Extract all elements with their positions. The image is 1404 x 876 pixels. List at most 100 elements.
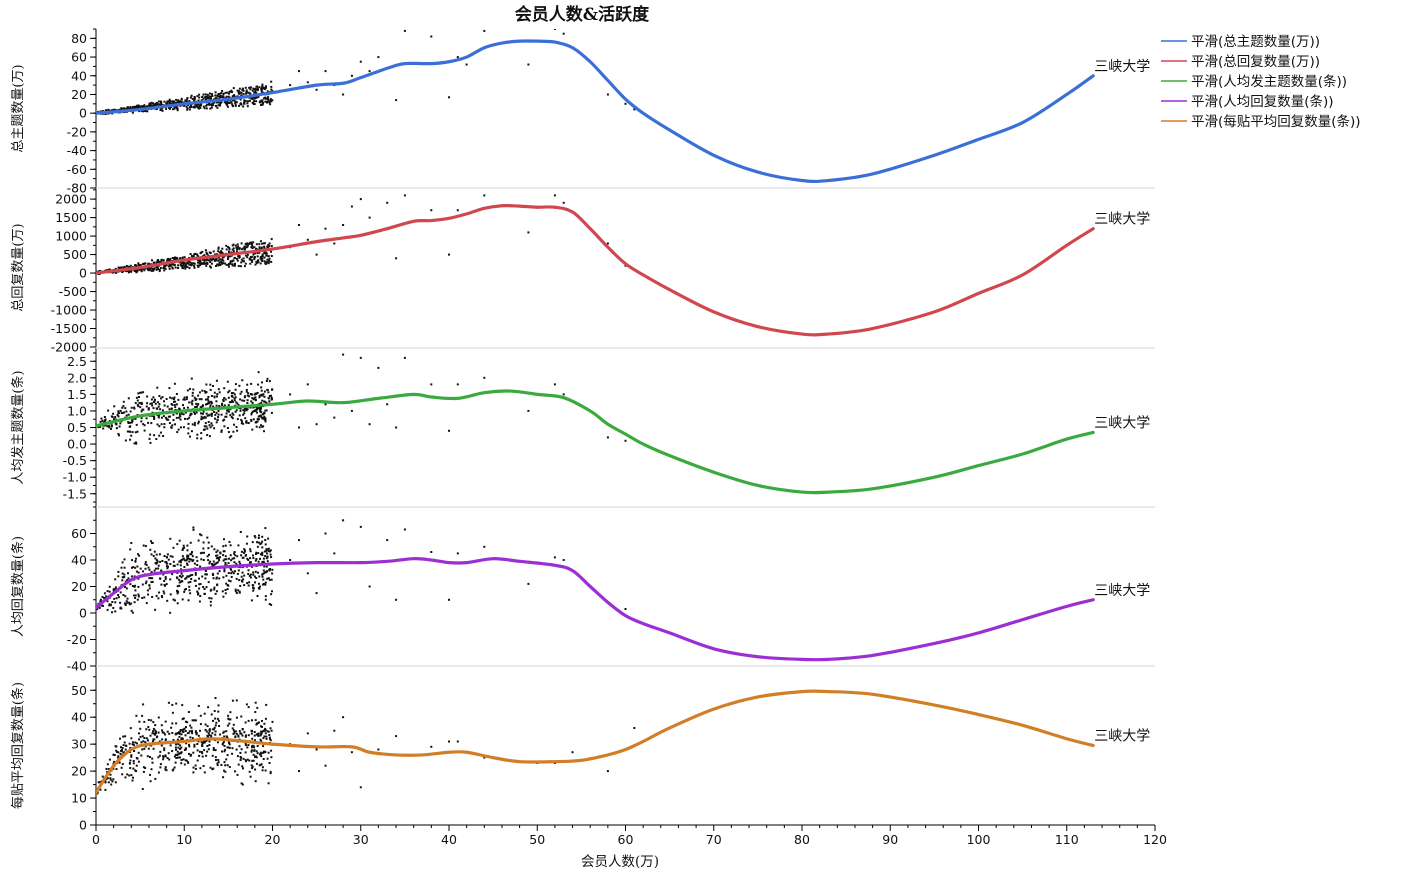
scatter-point [235,577,238,580]
scatter-point [106,590,109,593]
scatter-point [222,92,225,95]
scatter-point [168,106,171,109]
scatter-point [193,745,196,748]
scatter-point [163,749,166,752]
scatter-point [161,596,164,599]
scatter-point [263,390,266,393]
scatter-point [202,586,205,588]
scatter-point [134,597,137,599]
x-tick-label: 110 [1055,832,1079,847]
scatter-point [212,564,215,567]
scatter-point [193,743,196,746]
scatter-point [129,747,132,749]
scatter-point [165,561,168,563]
scatter-point [201,575,204,578]
scatter-point [231,99,234,102]
scatter-point [185,759,188,762]
scatter-point [197,99,200,102]
scatter-point [234,730,237,733]
legend-item-5[interactable]: 平滑(每贴平均回复数量(条)) [1161,113,1361,130]
scatter-point [174,761,177,764]
scatter-point [267,782,270,785]
scatter-point [306,383,309,386]
scatter-point [222,262,225,265]
scatter-point [151,402,153,405]
scatter-point [164,267,167,270]
scatter-point [183,763,186,766]
scatter-point [124,586,126,588]
legend-item-2[interactable]: 平滑(总回复数量(万)) [1161,53,1320,70]
scatter-point [179,418,182,421]
scatter-point [199,767,202,770]
scatter-point [214,413,217,416]
scatter-point [269,103,272,106]
scatter-point [324,532,327,535]
scatter-point [129,438,131,441]
scatter-point [315,253,318,256]
scatter-point [191,732,194,735]
scatter-point [110,783,113,786]
scatter-point [190,726,193,729]
scatter-point [181,261,183,264]
scatter-point [198,391,201,394]
scatter-point [191,737,194,740]
scatter-point [265,557,268,560]
scatter-point [227,246,230,248]
scatter-point [203,425,206,428]
legend[interactable]: 平滑(总主题数量(万)) 平滑(总回复数量(万)) 平滑(人均发主题数量(条)) 平滑… [1161,34,1361,130]
scatter-point [231,263,234,266]
scatter-point [260,416,263,419]
scatter-point [181,256,184,259]
legend-item-4[interactable]: 平滑(人均回复数量(条)) [1161,93,1334,110]
scatter-point [247,719,250,722]
scatter-point [239,531,242,533]
scatter-point [262,560,265,563]
scatter-point [196,743,199,745]
scatter-point [176,754,179,756]
scatter-point [217,719,220,722]
scatter-point [232,723,235,726]
scatter-point [203,712,206,715]
scatter-point [158,103,160,106]
scatter-point [151,732,154,735]
scatter-point [251,541,254,544]
scatter-point [191,573,194,576]
scatter-point [122,735,125,738]
scatter-point [200,415,203,418]
scatter-point [260,411,263,414]
scatter-point [244,744,247,747]
scatter-point [255,243,258,246]
scatter-point [189,387,191,390]
scatter-point [483,194,486,197]
scatter-point [131,420,134,423]
legend-label: 平滑(每贴平均回复数量(条)) [1191,113,1361,130]
scatter-point [206,734,209,737]
scatter-point [262,393,265,396]
scatter-point [199,552,202,555]
legend-item-1[interactable]: 平滑(总主题数量(万)) [1161,34,1320,50]
scatter-point [240,550,243,553]
scatter-point [223,262,226,265]
scatter-point [146,589,149,592]
scatter-point [208,553,210,556]
scatter-point [201,551,204,554]
scatter-point [157,405,160,408]
scatter-point [174,406,177,409]
scatter-point [210,395,213,397]
legend-item-3[interactable]: 平滑(人均发主题数量(条)) [1161,73,1347,90]
scatter-point [111,271,114,274]
scatter-point [141,735,144,738]
scatter-point [267,391,270,394]
scatter-point [181,558,184,561]
scatter-point [226,754,229,757]
scatter-point [350,74,353,77]
scatter-point [251,401,254,404]
scatter-point [157,260,160,263]
scatter-point [199,106,202,109]
scatter-point [233,94,236,97]
scatter-point [259,262,262,265]
scatter-point [228,92,230,95]
scatter-point [154,102,157,105]
scatter-point [257,586,260,589]
scatter-point [196,255,199,258]
